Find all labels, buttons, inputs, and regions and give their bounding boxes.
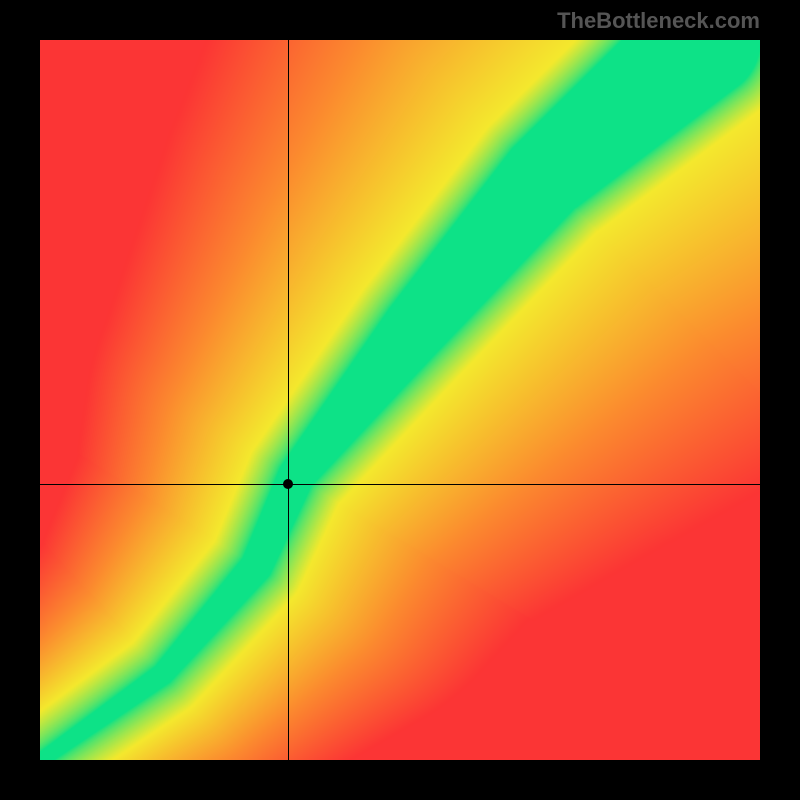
heatmap-plot: [40, 40, 760, 760]
data-point-marker: [283, 479, 293, 489]
heatmap-canvas: [40, 40, 760, 760]
crosshair-vertical: [288, 40, 289, 760]
crosshair-horizontal: [40, 484, 760, 485]
watermark-text: TheBottleneck.com: [557, 8, 760, 34]
